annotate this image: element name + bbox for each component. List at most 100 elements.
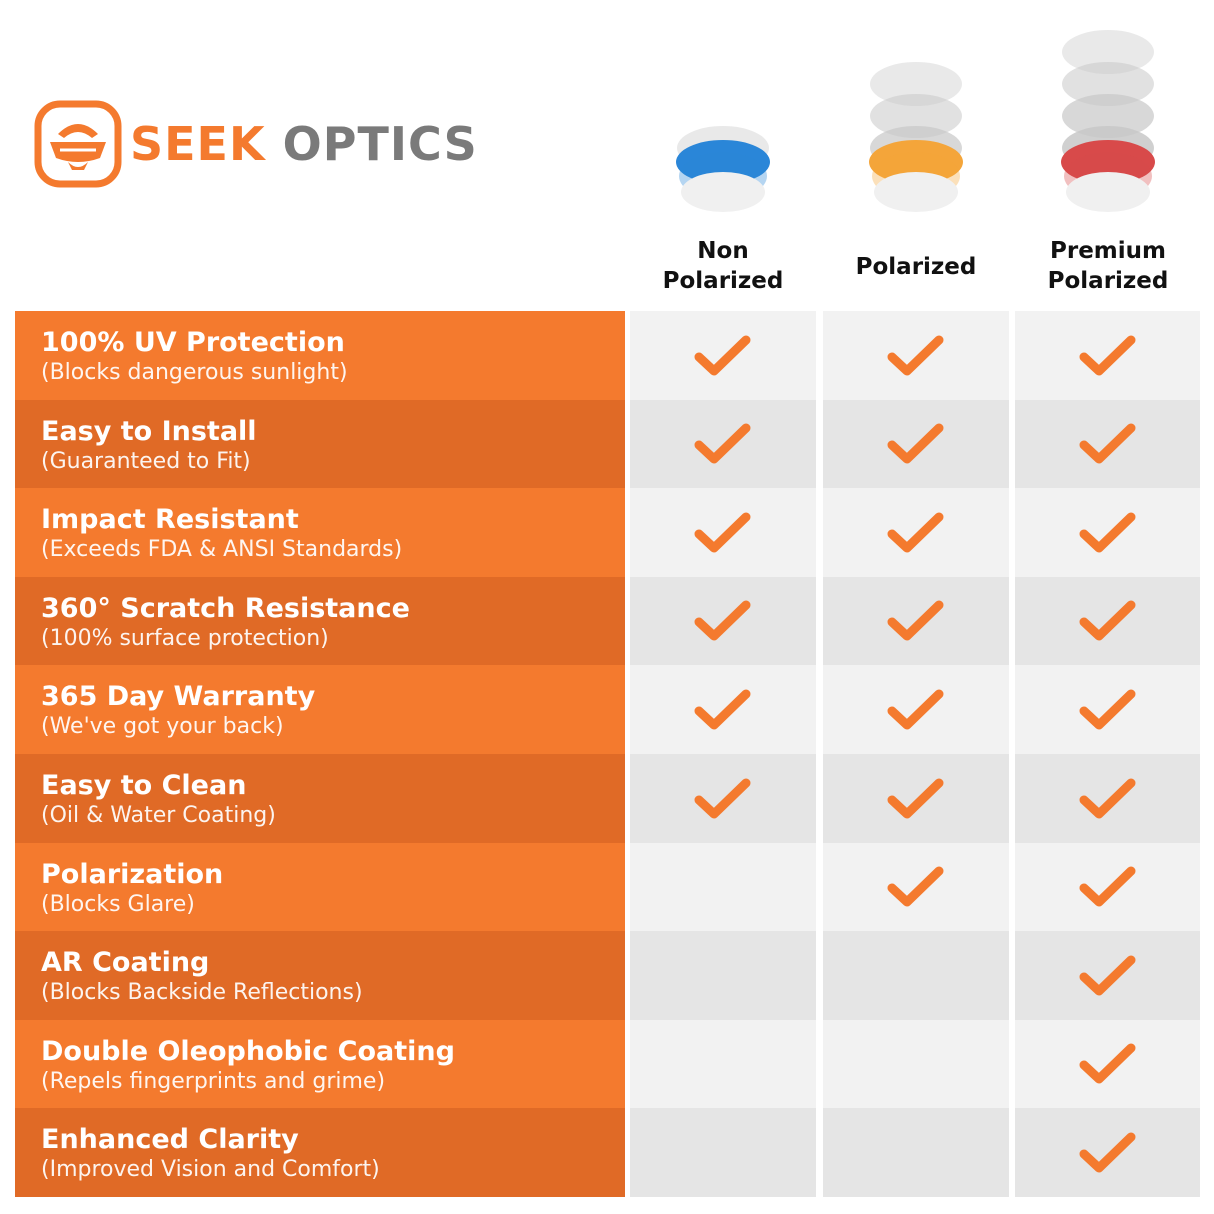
feature-cell bbox=[1015, 488, 1200, 578]
feature-cell bbox=[1015, 576, 1200, 666]
feature-cell bbox=[1015, 1019, 1200, 1109]
feature-label: 360° Scratch Resistance (100% surface pro… bbox=[15, 576, 625, 666]
feature-cell bbox=[1015, 842, 1200, 932]
feature-cell bbox=[630, 488, 816, 578]
feature-subtitle: (Exceeds FDA & ANSI Standards) bbox=[41, 537, 403, 563]
table-row: AR Coating (Blocks Backside Reflections) bbox=[15, 931, 1200, 1021]
feature-cell bbox=[823, 576, 1009, 666]
feature-cell bbox=[823, 311, 1009, 400]
checkmark-icon bbox=[887, 778, 944, 818]
feature-label: Impact Resistant (Exceeds FDA & ANSI Stan… bbox=[15, 488, 625, 578]
brand-name: SEEK OPTICS bbox=[130, 117, 478, 171]
feature-subtitle: (Blocks dangerous sunlight) bbox=[41, 360, 348, 385]
feature-title: Easy to Install bbox=[41, 415, 257, 447]
feature-cell bbox=[823, 488, 1009, 578]
feature-cell bbox=[630, 1019, 816, 1109]
checkmark-icon bbox=[887, 512, 944, 553]
feature-subtitle: (100% surface protection) bbox=[41, 625, 329, 651]
column-label: Non Polarized bbox=[630, 236, 816, 296]
feature-title: Easy to Clean bbox=[41, 770, 247, 801]
checkmark-icon bbox=[694, 600, 751, 641]
feature-cell bbox=[630, 754, 816, 843]
column-label: Polarized bbox=[823, 252, 1009, 282]
feature-subtitle: (Oil & Water Coating) bbox=[41, 803, 276, 828]
checkmark-icon bbox=[694, 335, 751, 375]
column-header: Non Polarized bbox=[630, 0, 816, 294]
feature-cell bbox=[823, 931, 1009, 1021]
checkmark-icon bbox=[1079, 1132, 1135, 1173]
feature-cell bbox=[630, 842, 816, 932]
feature-cell bbox=[630, 576, 816, 666]
column-label: Premium Polarized bbox=[1015, 236, 1201, 296]
feature-subtitle: (Blocks Backside Reflections) bbox=[41, 980, 363, 1006]
feature-cell bbox=[1015, 399, 1200, 489]
feature-cell bbox=[823, 754, 1009, 843]
feature-cell bbox=[823, 399, 1009, 489]
checkmark-icon bbox=[1079, 866, 1135, 907]
logo-mark-icon bbox=[34, 100, 122, 188]
feature-subtitle: (Repels fingerprints and grime) bbox=[41, 1068, 386, 1094]
feature-label: Easy to Install (Guaranteed to Fit) bbox=[15, 399, 625, 489]
table-row: Easy to Clean (Oil & Water Coating) bbox=[15, 754, 1200, 843]
feature-subtitle: (We've got your back) bbox=[41, 714, 284, 740]
table-row: 100% UV Protection (Blocks dangerous sunl… bbox=[15, 311, 1200, 400]
lens-stack-icon bbox=[869, 62, 963, 212]
table-row: 365 Day Warranty (We've got your back) bbox=[15, 665, 1200, 755]
feature-cell bbox=[823, 665, 1009, 755]
column-label-line: Polarized bbox=[1047, 268, 1169, 294]
checkmark-icon bbox=[1079, 778, 1135, 818]
checkmark-icon bbox=[694, 423, 751, 464]
checkmark-icon bbox=[1079, 955, 1135, 996]
feature-cell bbox=[630, 665, 816, 755]
checkmark-icon bbox=[887, 866, 944, 907]
checkmark-icon bbox=[1079, 335, 1135, 375]
checkmark-icon bbox=[1079, 689, 1135, 730]
checkmark-icon bbox=[887, 423, 944, 464]
checkmark-icon bbox=[887, 335, 944, 375]
table-row: Double Oleophobic Coating (Repels fingerp… bbox=[15, 1019, 1200, 1109]
table-row: Easy to Install (Guaranteed to Fit) bbox=[15, 399, 1200, 489]
column-label-line: Polarized bbox=[662, 268, 784, 294]
feature-title: 360° Scratch Resistance bbox=[41, 592, 410, 624]
feature-subtitle: (Improved Vision and Comfort) bbox=[41, 1157, 380, 1183]
checkmark-icon bbox=[694, 512, 751, 553]
checkmark-icon bbox=[694, 778, 751, 818]
feature-label: AR Coating (Blocks Backside Reflections) bbox=[15, 931, 625, 1021]
feature-cell bbox=[823, 842, 1009, 932]
lens-stack-icon bbox=[676, 126, 770, 212]
feature-cell bbox=[823, 1019, 1009, 1109]
feature-cell bbox=[630, 399, 816, 489]
checkmark-icon bbox=[1079, 423, 1135, 464]
feature-title: Enhanced Clarity bbox=[41, 1124, 299, 1156]
feature-title: Polarization bbox=[41, 858, 224, 890]
feature-cell bbox=[1015, 1108, 1200, 1198]
feature-title: 365 Day Warranty bbox=[41, 681, 316, 713]
feature-label: 100% UV Protection (Blocks dangerous sunl… bbox=[15, 311, 625, 400]
feature-subtitle: (Guaranteed to Fit) bbox=[41, 448, 251, 474]
column-label-line: Non bbox=[697, 238, 749, 264]
feature-label: Double Oleophobic Coating (Repels fingerp… bbox=[15, 1019, 625, 1109]
feature-label: 365 Day Warranty (We've got your back) bbox=[15, 665, 625, 755]
column-header: Polarized bbox=[823, 0, 1009, 280]
feature-label: Enhanced Clarity (Improved Vision and Com… bbox=[15, 1108, 625, 1198]
feature-subtitle: (Blocks Glare) bbox=[41, 891, 195, 917]
brand-logo: SEEK OPTICS bbox=[34, 100, 478, 188]
lens-stack-icon bbox=[1061, 30, 1155, 212]
feature-cell bbox=[630, 311, 816, 400]
checkmark-icon bbox=[694, 689, 751, 730]
feature-cell bbox=[1015, 311, 1200, 400]
checkmark-icon bbox=[887, 689, 944, 730]
feature-cell bbox=[1015, 754, 1200, 843]
feature-cell bbox=[630, 1108, 816, 1198]
table-row: Enhanced Clarity (Improved Vision and Com… bbox=[15, 1108, 1200, 1198]
feature-title: Impact Resistant bbox=[41, 504, 299, 536]
feature-title: 100% UV Protection bbox=[41, 327, 345, 358]
feature-cell bbox=[823, 1108, 1009, 1198]
column-label-line: Polarized bbox=[855, 254, 977, 280]
feature-cell bbox=[1015, 931, 1200, 1021]
feature-cell bbox=[630, 931, 816, 1021]
table-row: Polarization (Blocks Glare) bbox=[15, 842, 1200, 932]
table-row: Impact Resistant (Exceeds FDA & ANSI Stan… bbox=[15, 488, 1200, 578]
checkmark-icon bbox=[887, 600, 944, 641]
checkmark-icon bbox=[1079, 512, 1135, 553]
